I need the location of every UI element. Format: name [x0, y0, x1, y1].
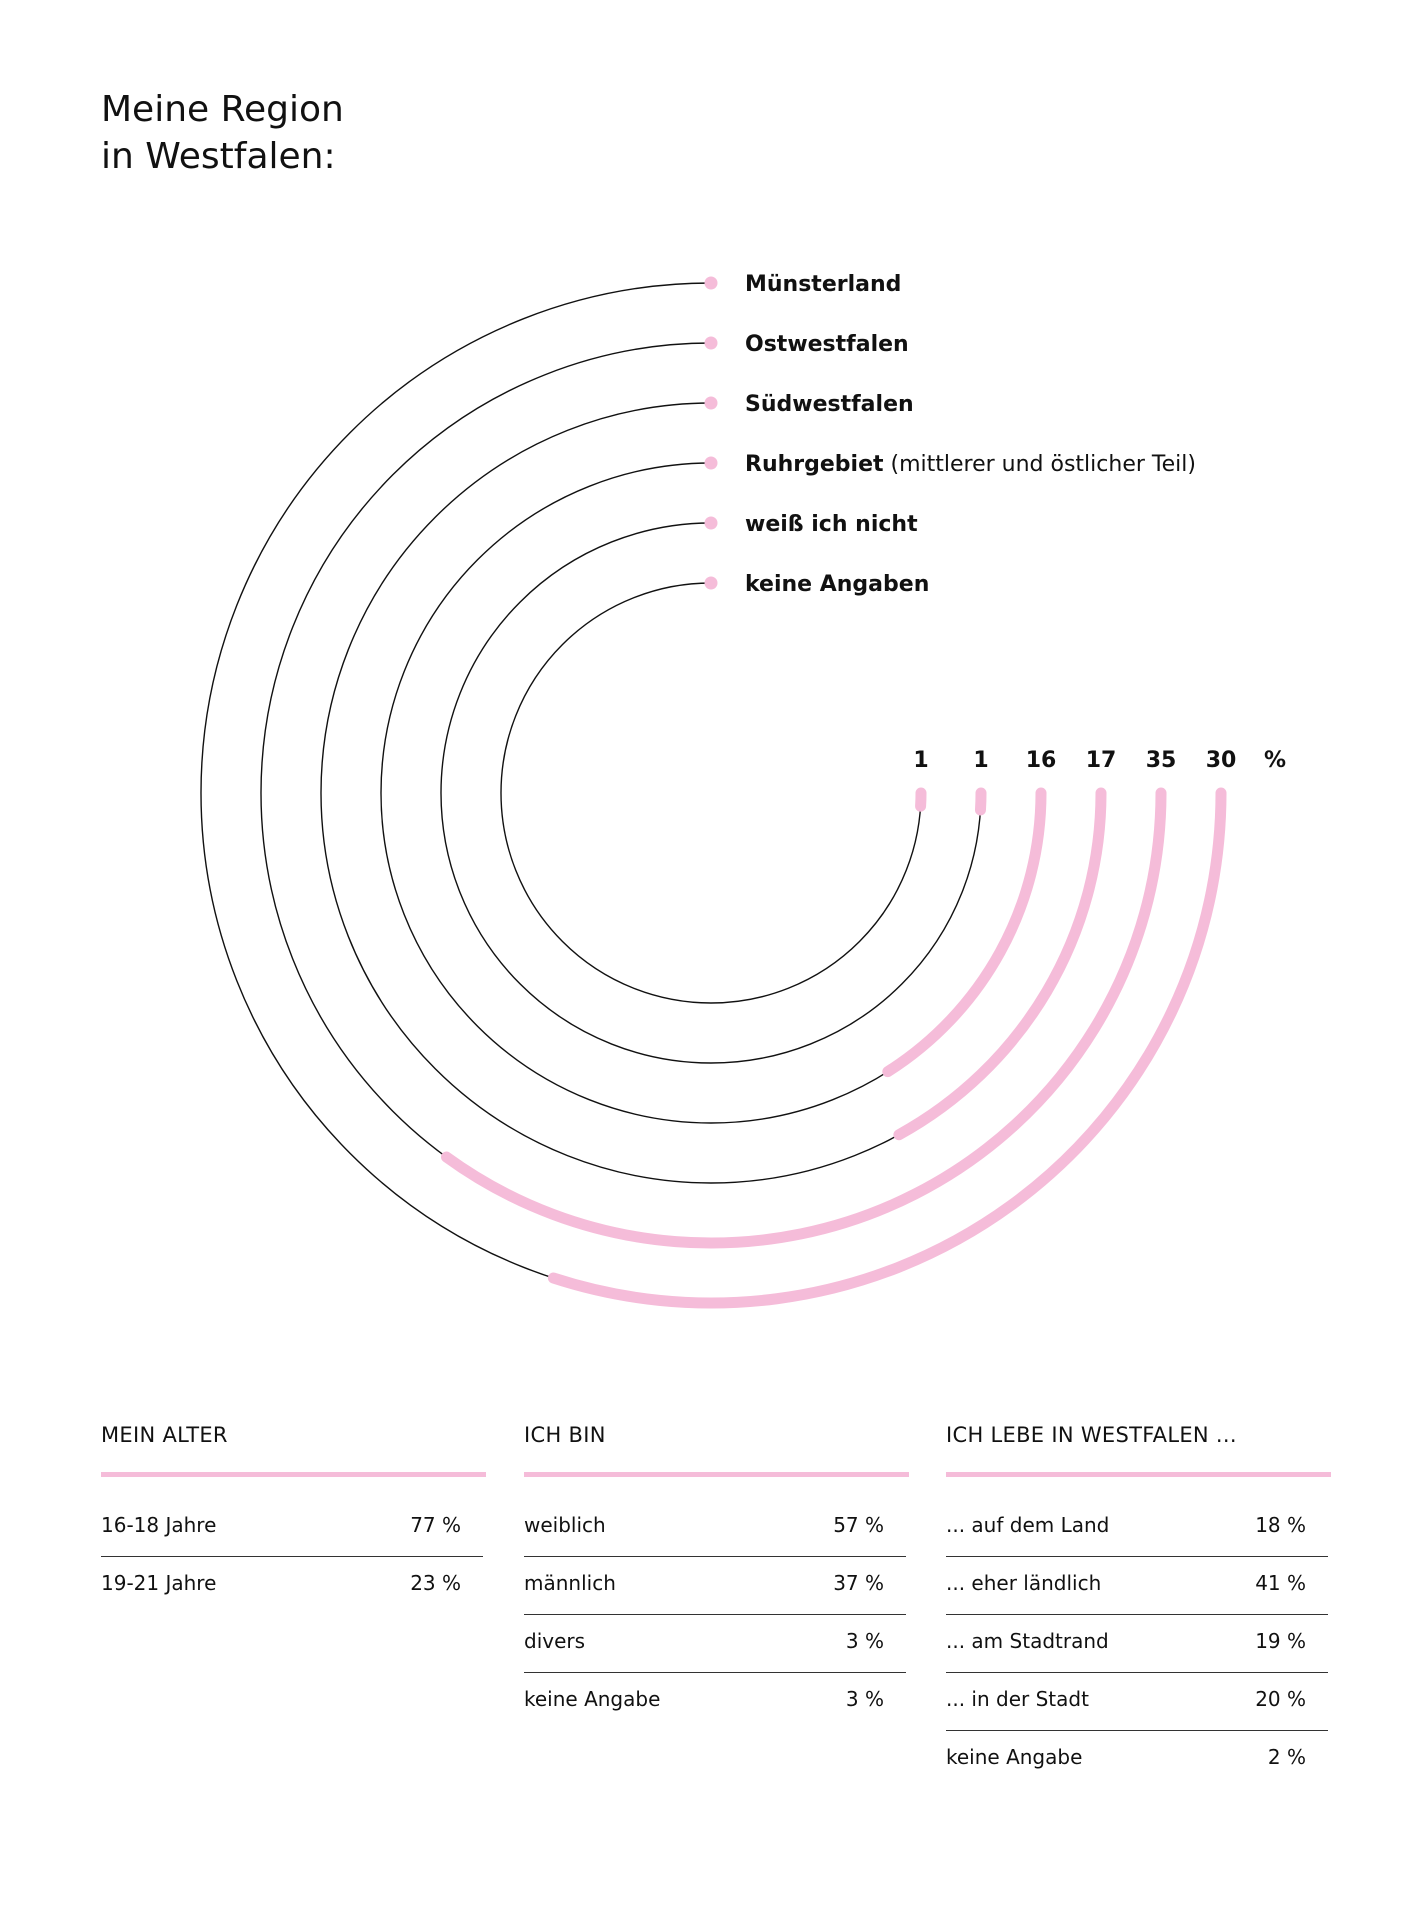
row-label: ... auf dem Land [946, 1513, 1110, 1537]
value-arc-4 [882, 787, 1047, 1078]
table-row: keine Angabe 2 % [946, 1731, 1328, 1789]
table-heading-bar [101, 1472, 486, 1477]
table-row: 19-21 Jahre 23 % [101, 1557, 483, 1615]
table-row: ... in der Stadt 20 % [946, 1673, 1328, 1731]
table-row: ... am Stadtrand 19 % [946, 1615, 1328, 1673]
region-label-4: Ruhrgebiet (mittlerer und östlicher Teil… [745, 452, 1196, 477]
table-row: weiblich 57 % [524, 1499, 906, 1557]
region-dot-2 [704, 336, 718, 350]
region-label-2: Ostwestfalen [745, 332, 909, 357]
table-row: 16-18 Jahre 77 % [101, 1499, 483, 1557]
title-line-2: in Westfalen: [101, 136, 336, 177]
value-label-1: 30 [1206, 748, 1237, 773]
row-value: 2 % [1267, 1745, 1306, 1769]
region-label-5: weiß ich nicht [745, 512, 918, 537]
row-label: keine Angabe [946, 1745, 1083, 1769]
value-label-2: 35 [1146, 748, 1177, 773]
row-label: ... am Stadtrand [946, 1629, 1109, 1653]
value-label-4: 16 [1026, 748, 1057, 773]
table-row: divers 3 % [524, 1615, 906, 1673]
table-row: keine Angabe 3 % [524, 1673, 906, 1731]
page-title: Meine Region in Westfalen: [101, 86, 344, 180]
table-heading: ICH LEBE IN WESTFALEN ... [946, 1423, 1237, 1447]
row-label: 19-21 Jahre [101, 1571, 217, 1595]
row-value: 3 % [845, 1629, 884, 1653]
row-label: keine Angabe [524, 1687, 661, 1711]
table-heading-bar [524, 1472, 909, 1477]
table-row: ... auf dem Land 18 % [946, 1499, 1328, 1557]
row-label: 16-18 Jahre [101, 1513, 217, 1537]
table-age: MEIN ALTER 16-18 Jahre 77 % 19-21 Jahre … [101, 1420, 486, 1615]
region-dot-4 [704, 456, 718, 470]
value-label-5: 1 [973, 748, 988, 773]
table-row: ... eher ländlich 41 % [946, 1557, 1328, 1615]
row-value: 77 % [410, 1513, 461, 1537]
ring-6 [500, 582, 922, 1004]
ring-5 [440, 522, 982, 1064]
value-arc-3 [893, 787, 1107, 1141]
value-arc-1 [547, 787, 1227, 1309]
row-label: ... in der Stadt [946, 1687, 1089, 1711]
value-label-3: 17 [1086, 748, 1117, 773]
region-radial-chart: Münsterland 30 Ostwestfalen 35 Südwestfalen 1… [200, 272, 1286, 1309]
unit-label: % [1264, 748, 1286, 773]
row-label: männlich [524, 1571, 616, 1595]
table-residence: ICH LEBE IN WESTFALEN ... ... auf dem La… [946, 1420, 1331, 1789]
table-heading-bar [946, 1472, 1331, 1477]
row-value: 18 % [1255, 1513, 1306, 1537]
table-row: männlich 37 % [524, 1557, 906, 1615]
region-label-3: Südwestfalen [745, 392, 914, 417]
table-heading: MEIN ALTER [101, 1423, 228, 1447]
row-label: divers [524, 1629, 586, 1653]
row-label: weiblich [524, 1513, 606, 1537]
row-label: ... eher ländlich [946, 1571, 1102, 1595]
region-label-1: Münsterland [745, 272, 901, 297]
row-value: 23 % [410, 1571, 461, 1595]
value-arc-2 [440, 787, 1167, 1249]
row-value: 37 % [833, 1571, 884, 1595]
row-value: 3 % [845, 1687, 884, 1711]
row-value: 41 % [1255, 1571, 1306, 1595]
title-line-1: Meine Region [101, 89, 344, 130]
row-value: 57 % [833, 1513, 884, 1537]
region-dot-6 [704, 576, 718, 590]
row-value: 19 % [1255, 1629, 1306, 1653]
row-value: 20 % [1255, 1687, 1306, 1711]
value-arc-5 [974, 787, 987, 816]
table-gender: ICH BIN weiblich 57 % männlich 37 % dive… [524, 1420, 909, 1731]
region-dot-3 [704, 396, 718, 410]
table-heading: ICH BIN [524, 1423, 606, 1447]
region-dot-1 [704, 276, 718, 290]
region-dot-5 [704, 516, 718, 530]
region-label-6: keine Angaben [745, 572, 929, 597]
value-label-6: 1 [913, 748, 928, 773]
